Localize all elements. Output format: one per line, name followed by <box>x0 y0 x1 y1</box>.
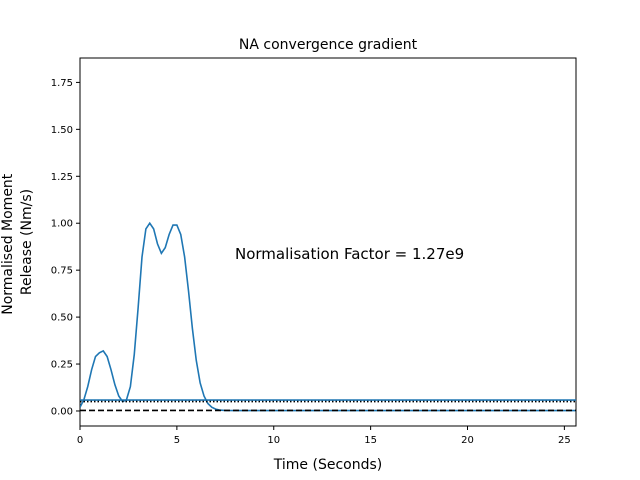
plot-frame <box>79 57 577 427</box>
series-line-0 <box>80 221 576 412</box>
y-tick-label-6: 1.50 <box>51 125 73 136</box>
chart-title: NA convergence gradient <box>239 37 418 53</box>
series-layer <box>80 221 576 412</box>
x-tick-label-0: 0 <box>77 435 83 446</box>
x-tick-label-2: 10 <box>267 435 280 446</box>
y-axis-label: Normalised Moment Release (Nm/s) <box>0 169 35 315</box>
y-axis: 0.00 0.25 0.50 0.75 1.00 1.25 1.50 1.75 <box>51 78 80 417</box>
y-tick-label-0: 0.00 <box>51 406 73 417</box>
y-tick-label-5: 1.25 <box>51 172 73 183</box>
x-tick-label-5: 25 <box>558 435 571 446</box>
y-tick-label-1: 0.25 <box>51 360 73 371</box>
normalisation-annotation: Normalisation Factor = 1.27e9 <box>235 245 464 263</box>
y-axis-label-line-2: Release (Nm/s) <box>19 189 35 295</box>
x-tick-label-4: 20 <box>461 435 474 446</box>
y-tick-label-2: 0.50 <box>51 313 73 324</box>
plot-area <box>79 57 577 427</box>
y-tick-label-3: 0.75 <box>51 266 73 277</box>
x-tick-label-1: 5 <box>174 435 180 446</box>
y-tick-label-4: 1.00 <box>51 219 73 230</box>
x-axis: 0 5 10 15 20 25 <box>77 426 571 446</box>
x-tick-label-3: 15 <box>364 435 377 446</box>
y-tick-label-7: 1.75 <box>51 78 73 89</box>
x-axis-label: Time (Seconds) <box>273 457 382 473</box>
y-axis-label-line-1: Normalised Moment <box>0 173 16 315</box>
